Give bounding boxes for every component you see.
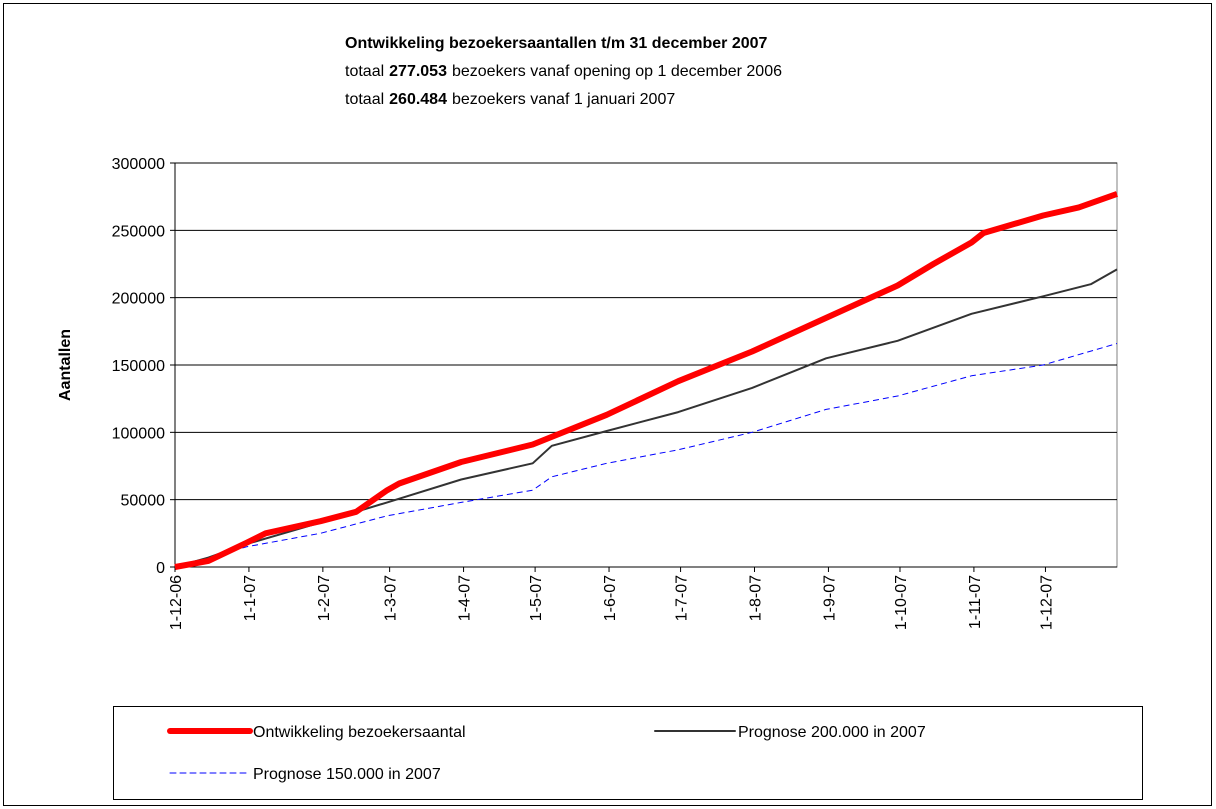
x-tick-label: 1-9-07: [821, 575, 838, 621]
x-tick-label: 1-3-07: [383, 575, 400, 621]
chart-subtitle: totaal 277.053 bezoekers vanaf opening op …: [345, 63, 782, 80]
x-tick-label: 1-8-07: [748, 575, 765, 621]
x-tick-label: 1-10-07: [893, 575, 910, 630]
y-tick-label: 150000: [112, 358, 165, 375]
x-tick-label: 1-5-07: [528, 575, 545, 621]
y-tick-label: 200000: [112, 291, 165, 308]
legend-label: Prognose 150.000 in 2007: [253, 766, 441, 783]
legend-box: [113, 706, 1143, 800]
x-tick-label: 1-7-07: [674, 575, 691, 621]
legend-label: Prognose 200.000 in 2007: [738, 724, 926, 741]
y-tick-label: 300000: [112, 156, 165, 173]
series-line: [174, 268, 1118, 568]
subtitle-text: totaal: [345, 91, 384, 108]
series-line: [174, 191, 1118, 570]
x-tick-label: 1-1-07: [242, 575, 259, 621]
chart-subtitle: totaal 260.484 bezoekers vanaf 1 januari 2…: [345, 91, 675, 108]
subtitle-text: bezoekers vanaf opening op 1 december 20…: [452, 63, 782, 80]
y-axis-label: Aantallen: [57, 329, 74, 401]
subtitle-text: bezoekers vanaf 1 januari 2007: [452, 91, 675, 108]
chart-title: Ontwikkeling bezoekersaantallen t/m 31 d…: [345, 35, 768, 52]
subtitle-text: totaal: [345, 63, 384, 80]
y-tick-label: 100000: [112, 425, 165, 442]
subtitle-number: 260.484: [389, 91, 447, 108]
y-tick-label: 0: [156, 560, 165, 577]
x-tick-label: 1-11-07: [967, 575, 984, 629]
legend-label: Ontwikkeling bezoekersaantal: [253, 724, 466, 741]
y-tick-label: 250000: [112, 223, 165, 240]
y-tick-label: 50000: [121, 493, 166, 510]
subtitle-number: 277.053: [389, 63, 447, 80]
x-tick-label: 1-12-06: [168, 575, 185, 630]
x-tick-label: 1-6-07: [602, 575, 619, 621]
x-tick-label: 1-12-07: [1038, 575, 1055, 630]
x-tick-label: 1-2-07: [316, 575, 333, 621]
series-line: [174, 343, 1118, 568]
x-tick-label: 1-4-07: [457, 575, 474, 621]
